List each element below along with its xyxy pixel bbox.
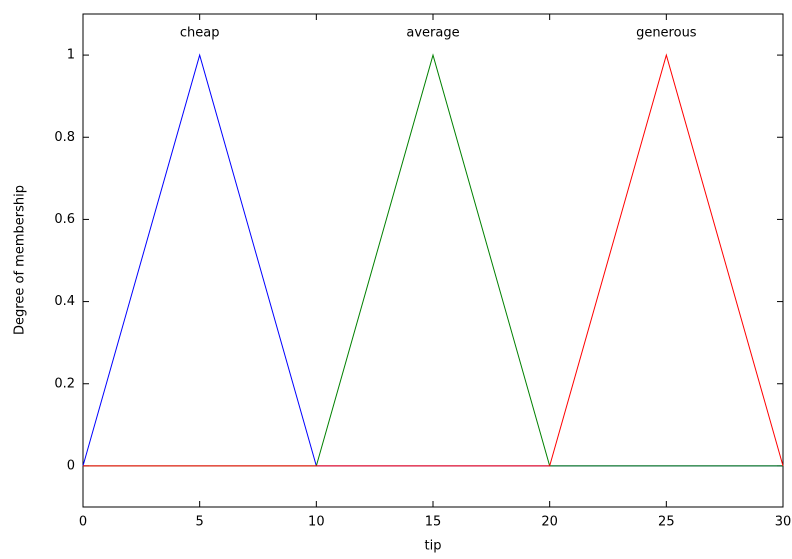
series-label: cheap xyxy=(180,26,220,41)
series-line xyxy=(83,55,783,466)
series-line xyxy=(83,55,783,466)
x-tick-label: 30 xyxy=(775,515,792,530)
y-tick-label: 0.8 xyxy=(54,130,75,145)
y-axis-label: Degree of membership xyxy=(13,185,28,335)
y-tick-label: 0.4 xyxy=(54,294,75,309)
series-line xyxy=(83,55,783,466)
page: tip Degree of membership 0 5 10 15 20 25 30 0 0.… xyxy=(0,0,792,559)
series-label: average xyxy=(406,26,459,41)
y-tick-label: 0.6 xyxy=(54,212,75,227)
x-tick-label: 5 xyxy=(196,515,204,530)
x-axis-label: tip xyxy=(425,539,442,554)
x-tick-label: 20 xyxy=(541,515,558,530)
y-tick-label: 0.2 xyxy=(54,376,75,391)
x-tick-label: 0 xyxy=(79,515,87,530)
x-tick-label: 10 xyxy=(308,515,325,530)
x-tick-label: 15 xyxy=(425,515,442,530)
y-tick-label: 1 xyxy=(67,48,75,63)
series-label: generous xyxy=(636,26,697,41)
x-tick-label: 25 xyxy=(658,515,675,530)
y-tick-label: 0 xyxy=(67,458,75,473)
chart: tip Degree of membership 0 5 10 15 20 25 30 0 0.… xyxy=(0,0,792,559)
plot-box xyxy=(83,14,783,507)
